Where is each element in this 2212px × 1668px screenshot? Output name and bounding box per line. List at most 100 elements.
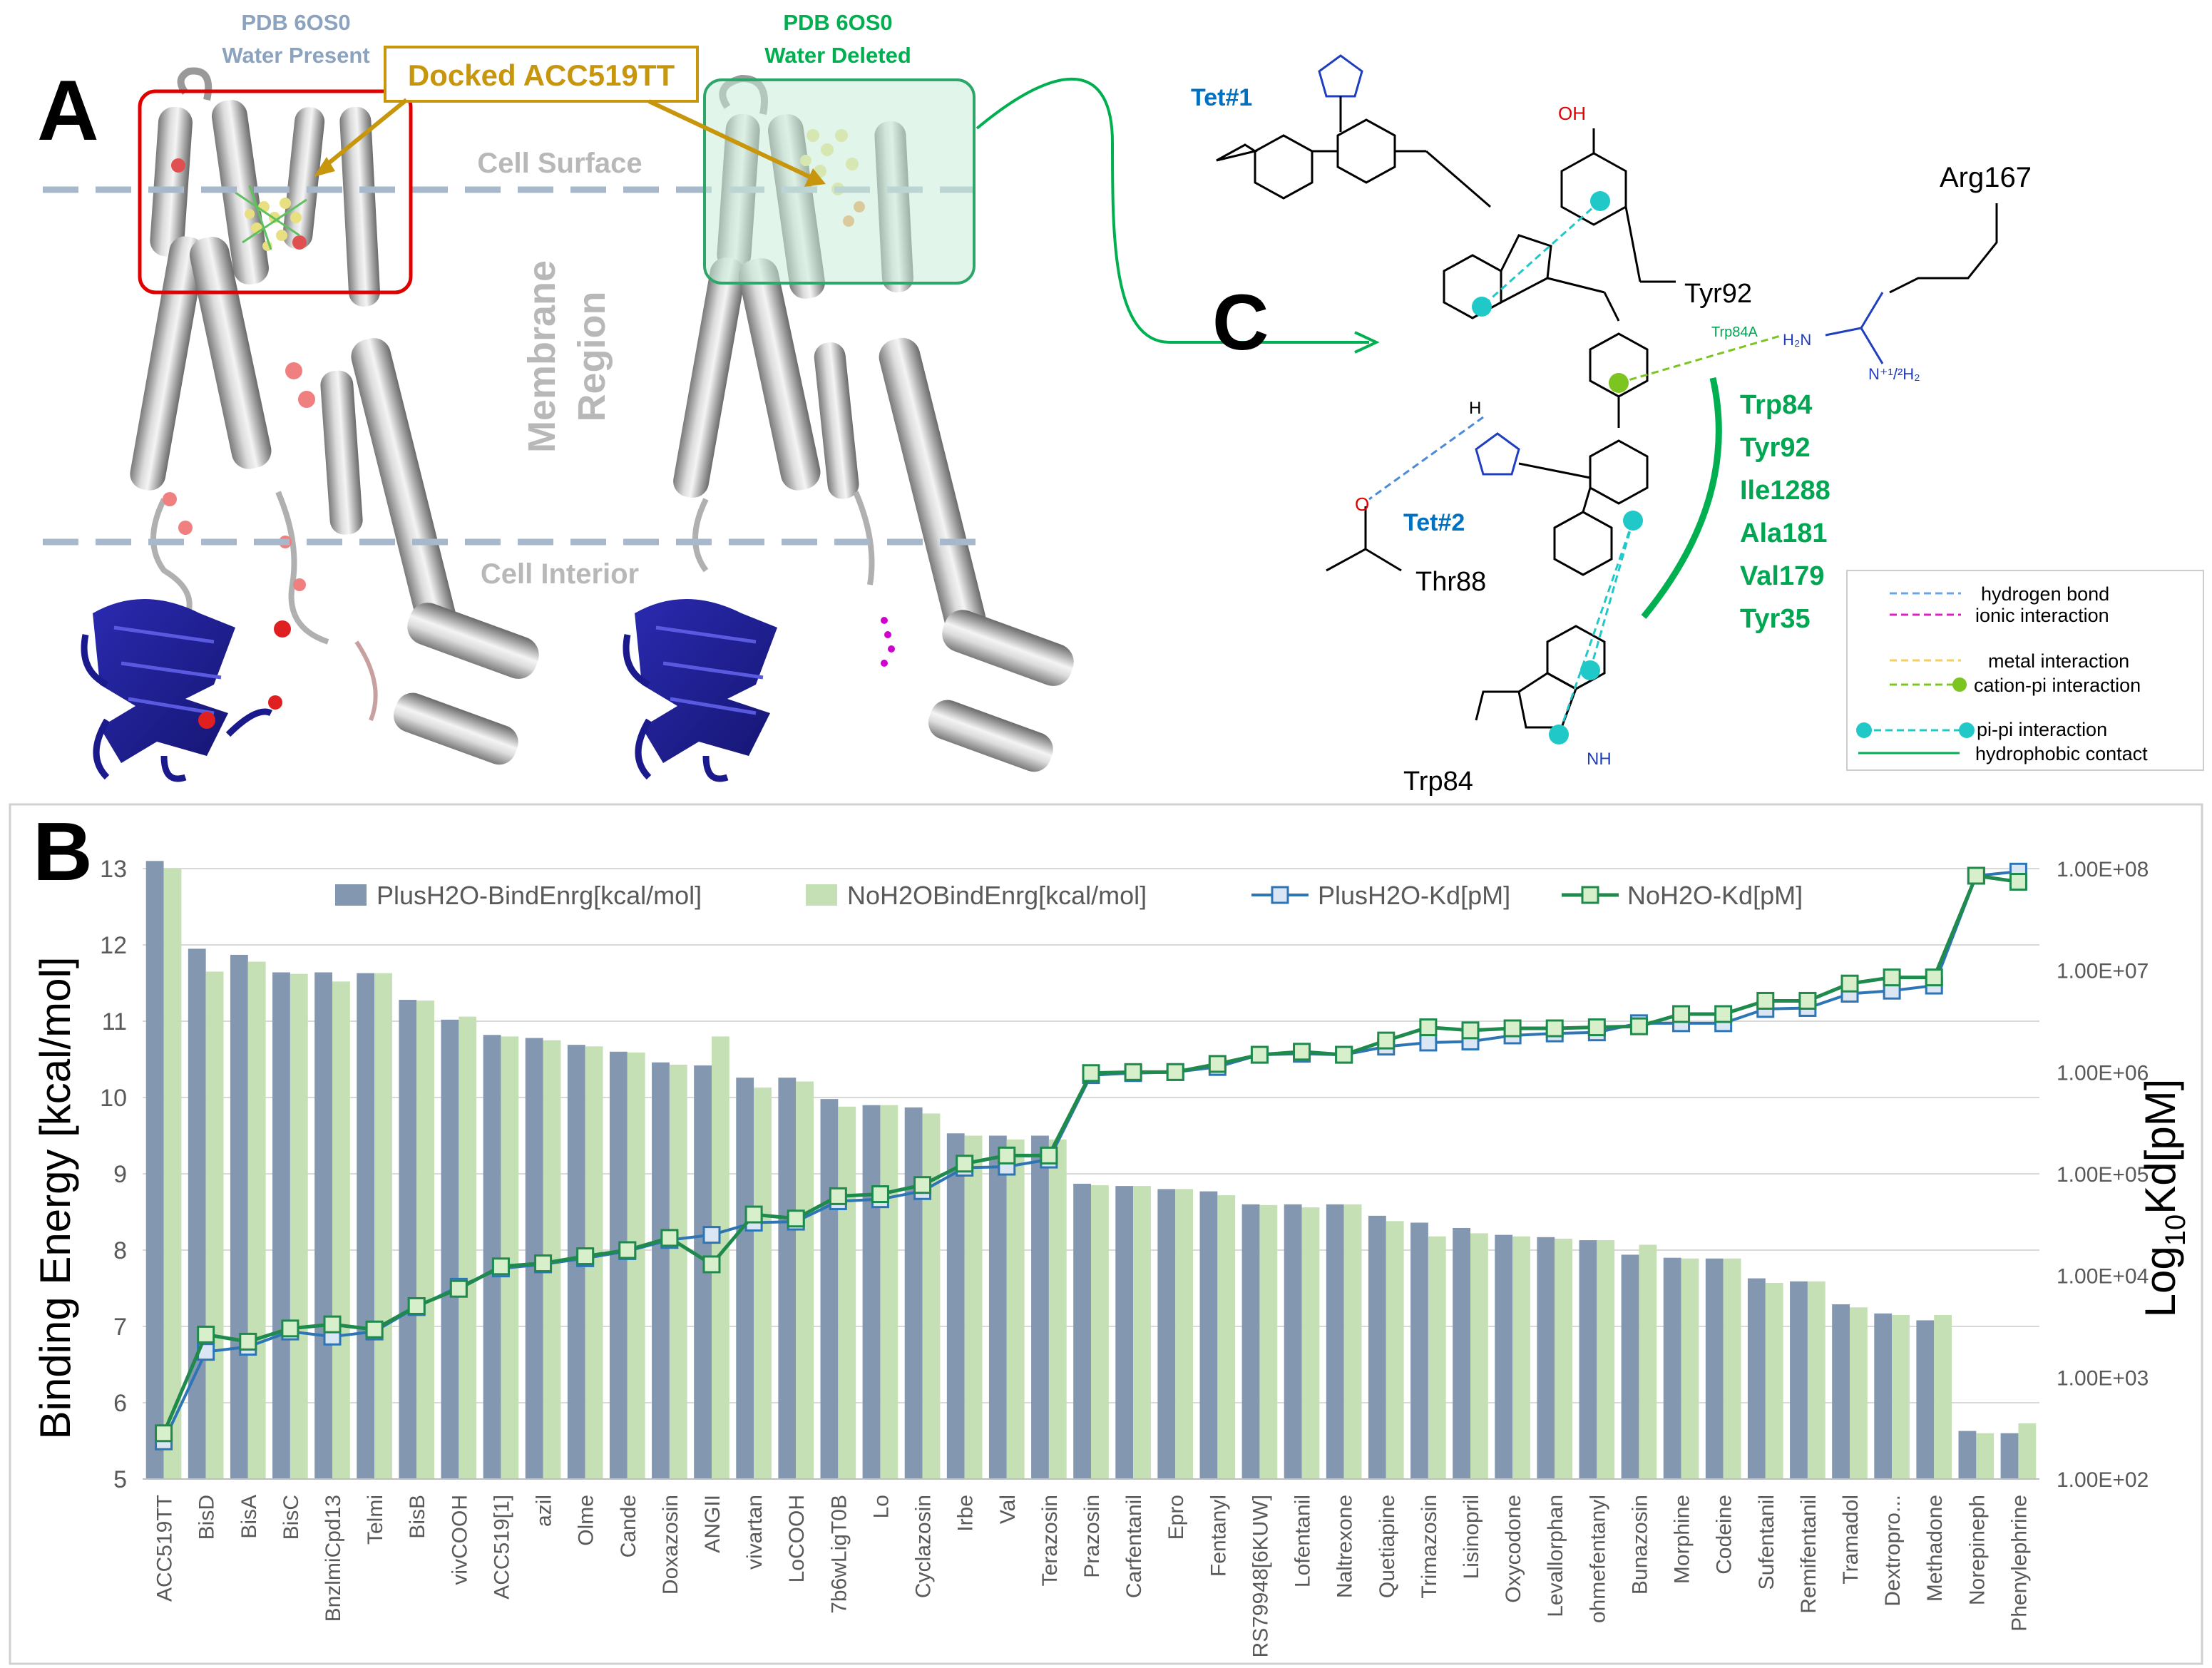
docked-arrow-left xyxy=(321,98,408,170)
bar-plus-h2o xyxy=(1579,1240,1597,1479)
bar-no-h2o xyxy=(332,981,350,1479)
central-phenyl xyxy=(1553,292,1649,576)
cell-interior-label: Cell Interior xyxy=(481,558,639,590)
x-tick-label: Carfentanil xyxy=(1122,1495,1146,1598)
bar-no-h2o xyxy=(1133,1186,1151,1479)
hydrophobic-contact-arc xyxy=(1641,377,1722,619)
tetrazole-1 xyxy=(1318,54,1363,132)
bar-no-h2o xyxy=(796,1081,814,1479)
x-tick-label: Olme xyxy=(575,1495,598,1546)
docked-label: Docked ACC519TT xyxy=(408,58,675,92)
y-tick-label: 10 xyxy=(100,1085,127,1112)
interaction-legend: hydrogen bond ionic interaction metal in… xyxy=(1846,570,2204,771)
arg167-label: Arg167 xyxy=(1940,162,2032,193)
left-title-1: PDB 6OS0 xyxy=(241,10,350,35)
bar-no-h2o xyxy=(163,869,182,1479)
x-tick-label: Bunazosin xyxy=(1628,1495,1652,1595)
bar-no-h2o xyxy=(964,1135,983,1479)
right-title-1: PDB 6OS0 xyxy=(783,10,892,35)
bar-plus-h2o xyxy=(2000,1433,2019,1479)
no-kd-point xyxy=(534,1254,553,1273)
x-tick-label: Quetiapine xyxy=(1376,1495,1399,1598)
legend-swatch-no-bar xyxy=(806,884,837,906)
bar-no-h2o xyxy=(374,973,392,1479)
no-kd-point xyxy=(239,1332,257,1351)
bar-plus-h2o xyxy=(1199,1191,1218,1479)
arg167 xyxy=(1889,203,1998,294)
bar-no-h2o xyxy=(1343,1204,1362,1479)
no-kd-point xyxy=(407,1296,426,1315)
bar-plus-h2o xyxy=(1031,1135,1049,1479)
bar-no-h2o xyxy=(922,1113,941,1479)
bar-plus-h2o xyxy=(357,973,375,1479)
membrane-label-2: Region xyxy=(570,292,613,422)
left-title-2: Water Present xyxy=(222,43,369,68)
no-kd-point xyxy=(1883,968,1901,987)
no-kd-point xyxy=(491,1257,510,1276)
bar-no-h2o xyxy=(627,1052,645,1479)
x-tick-label: BisC xyxy=(280,1495,303,1540)
bar-no-h2o xyxy=(1807,1281,1826,1479)
x-tick-label: 7b6wLigT0B xyxy=(827,1495,851,1614)
x-tick-label: Naltrexone xyxy=(1333,1495,1357,1598)
bar-plus-h2o xyxy=(1663,1257,1681,1479)
bar-plus-h2o xyxy=(145,861,164,1479)
bar-no-h2o xyxy=(669,1064,687,1479)
bar-no-h2o xyxy=(1555,1238,1573,1479)
x-tick-label: Cyclazosin xyxy=(912,1495,936,1598)
no-kd-point xyxy=(660,1229,679,1247)
y2-tick-label: 1.00E+03 xyxy=(2057,1366,2149,1390)
x-tick-label: Sufentanil xyxy=(1755,1495,1778,1590)
bar-plus-h2o xyxy=(736,1078,754,1479)
bar-no-h2o xyxy=(1681,1258,1699,1479)
bar-plus-h2o xyxy=(946,1133,965,1479)
bar-plus-h2o xyxy=(778,1078,797,1479)
x-tick-label: Cande xyxy=(617,1495,640,1557)
no-kd-point xyxy=(1925,968,1943,987)
bar-no-h2o xyxy=(1976,1433,1995,1479)
bar-no-h2o xyxy=(416,1001,435,1479)
no-kd-point xyxy=(1377,1031,1396,1050)
no-kd-point xyxy=(1545,1019,1564,1038)
y2-tick-label: 1.00E+07 xyxy=(2057,960,2149,983)
bar-plus-h2o xyxy=(609,1051,628,1479)
no-kd-point xyxy=(1082,1064,1100,1083)
chart-legend: PlusH2O-BindEnrg[kcal/mol] NoH2OBindEnrg[… xyxy=(335,881,1803,910)
no-kd-point xyxy=(1798,991,1817,1010)
no-kd-point xyxy=(323,1315,342,1334)
tyr92-label: Tyr92 xyxy=(1684,279,1752,309)
x-tick-label: Prazosin xyxy=(1080,1495,1104,1578)
tyr92-ring xyxy=(1560,128,1676,283)
y-tick-label: 12 xyxy=(100,932,127,959)
legend-hydrogen-bond: hydrogen bond xyxy=(1981,583,2109,605)
no-kd-point xyxy=(913,1176,932,1194)
cell-surface-label: Cell Surface xyxy=(477,148,642,179)
x-tick-label: BisA xyxy=(237,1495,261,1539)
bar-plus-h2o xyxy=(1115,1186,1134,1479)
no-kd-point xyxy=(1124,1063,1142,1081)
legend-metal-interaction: metal interaction xyxy=(1988,650,2129,672)
kd-lines xyxy=(155,862,2027,1450)
y-tick-label: 6 xyxy=(113,1390,127,1417)
no-kd-point xyxy=(576,1247,595,1266)
no-kd-point xyxy=(829,1187,847,1205)
no-kd-point xyxy=(1208,1055,1227,1073)
bar-plus-h2o xyxy=(862,1105,881,1479)
legend-cation-pi: cation-pi interaction xyxy=(1974,675,2141,696)
x-tick-label: ACC519[1] xyxy=(490,1495,513,1600)
panel-c: C Tet#1 xyxy=(1191,54,2204,797)
benzimidazole xyxy=(1443,234,1605,319)
no-kd-point xyxy=(365,1320,384,1339)
no-kd-point xyxy=(1714,1005,1733,1023)
legend-ionic-interaction: ionic interaction xyxy=(1975,605,2109,626)
bar-plus-h2o xyxy=(1073,1183,1091,1479)
x-tick-label: Methadone xyxy=(1923,1495,1947,1602)
y-tick-label: 7 xyxy=(113,1314,127,1341)
panel-a: A xyxy=(37,10,1380,782)
docked-ligand-left xyxy=(235,185,307,251)
hydrophobic-residue: Tyr92 xyxy=(1740,433,1811,463)
x-tick-label: Lisinopril xyxy=(1460,1495,1483,1579)
tet2-label: Tet#2 xyxy=(1403,509,1465,536)
bar-plus-h2o xyxy=(314,972,332,1479)
